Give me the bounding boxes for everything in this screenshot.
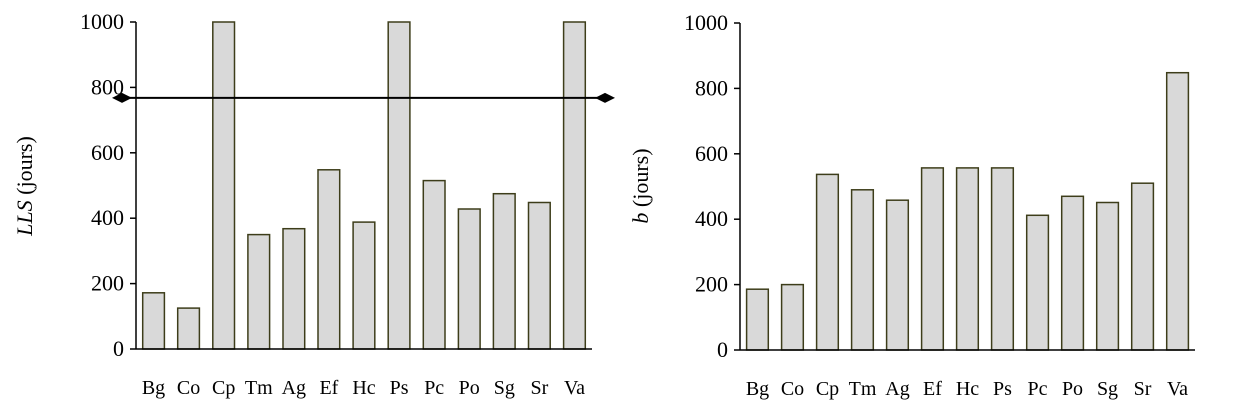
x-tick-label: Ef xyxy=(319,377,338,399)
y-tick-label: 1000 xyxy=(684,10,728,35)
chart-lls: Bg Co Cp Tm Ag Ef Hc Ps Pc Po Sg Sr Va02004006008001… xyxy=(12,9,615,399)
x-tick-label: Sr xyxy=(1134,378,1152,400)
x-tick-label: Co xyxy=(781,378,804,400)
bar-pc xyxy=(422,179,446,350)
y-tick-label: 0 xyxy=(113,336,124,361)
x-tick-label: Po xyxy=(1062,378,1083,400)
x-tick-label: Hc xyxy=(352,377,375,399)
bar-co xyxy=(780,283,805,351)
bar-ps xyxy=(990,167,1015,351)
x-tick-label: Ps xyxy=(993,378,1012,400)
bar-va xyxy=(562,21,587,350)
bar-tm xyxy=(247,233,271,350)
x-tick-label: Tm xyxy=(849,378,877,400)
bar-sg xyxy=(1095,201,1120,351)
bar-ag xyxy=(885,199,910,351)
bar-ag xyxy=(282,227,306,350)
bar-sg xyxy=(492,192,516,350)
bar-cp xyxy=(815,173,840,351)
y-tick-label: 200 xyxy=(695,272,728,297)
bar-hc xyxy=(955,167,980,351)
y-tick-label: 1000 xyxy=(80,9,124,34)
x-tick-label: Sg xyxy=(1097,378,1118,400)
bar-hc xyxy=(352,221,376,350)
x-tick-label: Hc xyxy=(956,378,979,400)
bar-bg xyxy=(141,292,166,350)
x-tick-label: Cp xyxy=(816,378,839,400)
bar-tm xyxy=(850,189,875,351)
y-tick-label: 0 xyxy=(717,337,728,362)
x-tick-label: Bg xyxy=(746,378,769,400)
y-tick-label: 800 xyxy=(695,75,728,100)
x-tick-label: Ef xyxy=(923,378,942,400)
bar-ef xyxy=(317,169,341,350)
x-tick-label: Va xyxy=(564,377,585,399)
y-tick-label: 400 xyxy=(695,206,728,231)
x-tick-label: Ag xyxy=(282,377,306,399)
y-axis-label: LLS (jours) xyxy=(12,136,37,237)
bar-ps xyxy=(387,21,411,350)
bar-co xyxy=(176,307,201,350)
y-tick-label: 600 xyxy=(91,140,124,165)
bar-pc xyxy=(1025,214,1050,351)
x-tick-label: Bg xyxy=(142,377,165,399)
x-tick-label: Ag xyxy=(885,378,909,400)
bar-sr xyxy=(1130,182,1155,351)
bar-va xyxy=(1165,71,1190,351)
bar-bg xyxy=(745,288,770,351)
x-tick-label: Sg xyxy=(494,377,515,399)
chart-b: Bg Co Cp Tm Ag Ef Hc Ps Pc Po Sg Sr Va 0 200 400 600 800 1… xyxy=(628,10,1195,400)
bar-sr xyxy=(527,201,551,350)
reference-marker-left xyxy=(112,92,132,103)
x-tick-label: Tm xyxy=(245,377,273,399)
x-tick-label: Pc xyxy=(424,377,444,399)
x-tick-label: Ps xyxy=(390,377,409,399)
x-tick-label: Va xyxy=(1167,378,1188,400)
bar-ef xyxy=(920,167,945,351)
reference-marker-right xyxy=(595,92,615,103)
bar-po xyxy=(457,208,481,350)
bar-po xyxy=(1060,195,1085,351)
x-tick-label: Cp xyxy=(212,377,235,399)
x-tick-label: Po xyxy=(459,377,480,399)
y-tick-label: 400 xyxy=(91,205,124,230)
y-axis-label: b (jours) xyxy=(628,148,653,223)
x-tick-label: Co xyxy=(177,377,200,399)
y-tick-label: 200 xyxy=(91,271,124,296)
x-tick-label: Pc xyxy=(1028,378,1048,400)
bar-cp xyxy=(212,21,236,350)
y-tick-label: 600 xyxy=(695,141,728,166)
x-tick-label: Sr xyxy=(531,377,549,399)
